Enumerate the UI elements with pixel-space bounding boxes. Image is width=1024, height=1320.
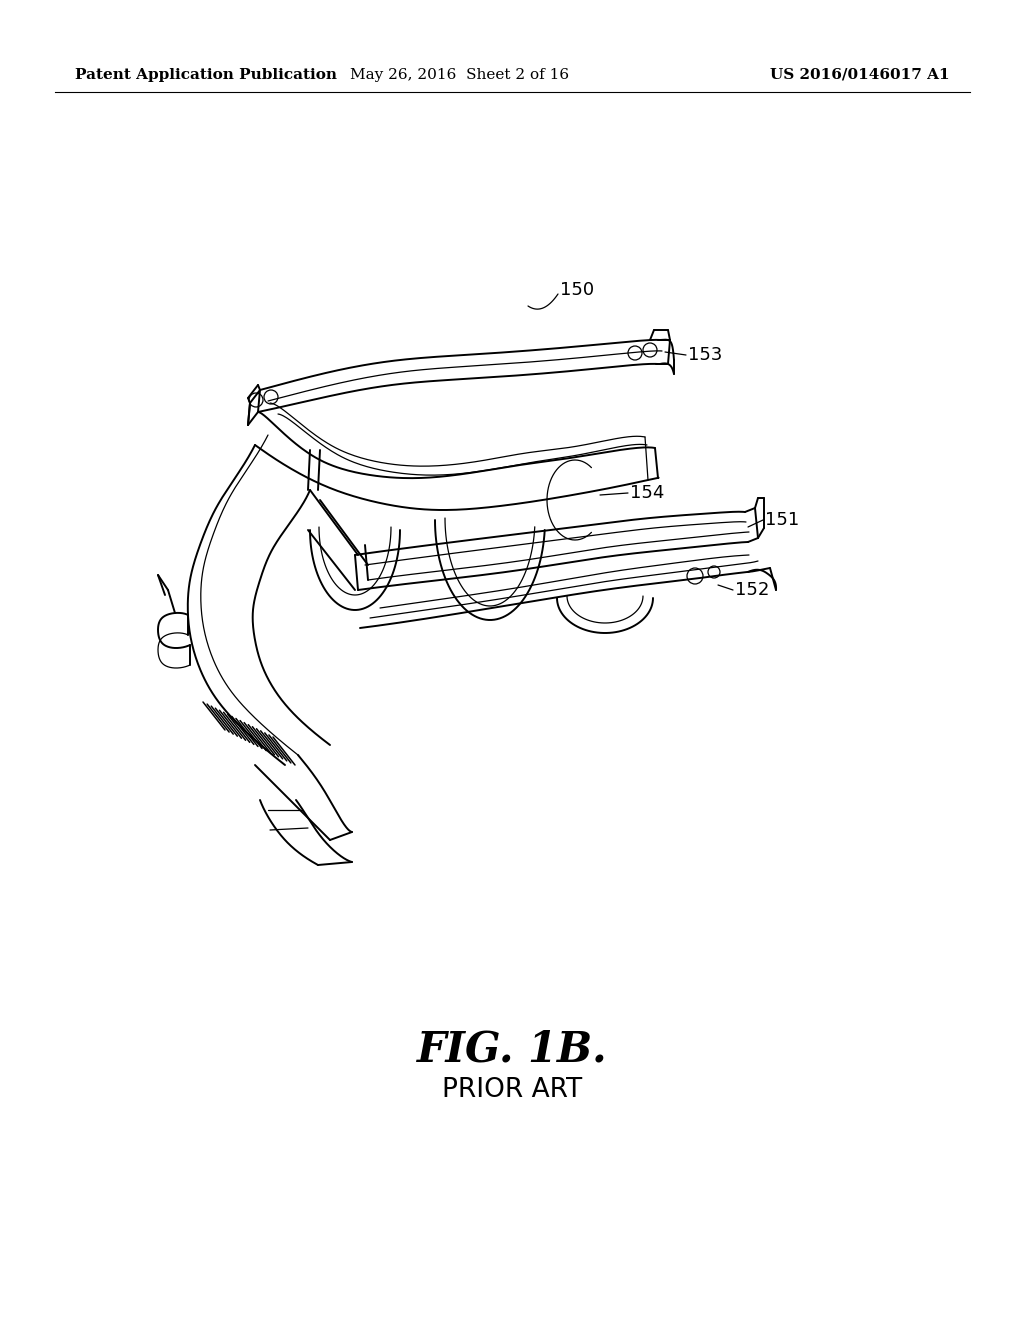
Text: PRIOR ART: PRIOR ART (442, 1077, 582, 1104)
Text: 151: 151 (765, 511, 800, 529)
Text: 153: 153 (688, 346, 722, 364)
Text: 150: 150 (560, 281, 594, 300)
Text: FIG. 1B.: FIG. 1B. (417, 1030, 607, 1071)
Text: US 2016/0146017 A1: US 2016/0146017 A1 (770, 69, 949, 82)
Text: Patent Application Publication: Patent Application Publication (75, 69, 337, 82)
Text: 152: 152 (735, 581, 769, 599)
Text: 154: 154 (630, 484, 665, 502)
Text: May 26, 2016  Sheet 2 of 16: May 26, 2016 Sheet 2 of 16 (350, 69, 569, 82)
